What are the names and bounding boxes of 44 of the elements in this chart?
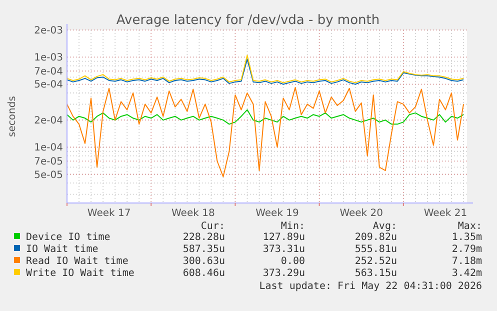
line-series: [66, 58, 464, 85]
text: 300.63u: [182, 256, 225, 267]
x-tick-label: Week 18: [172, 208, 215, 219]
text: 209.82u: [354, 232, 397, 243]
text: 555.81u: [354, 244, 397, 255]
text: 2.79m: [452, 244, 482, 255]
text: 373.31u: [262, 244, 305, 255]
line-series: [66, 54, 464, 84]
y-tick-label: 5e-04: [34, 80, 63, 91]
y-tick-label: 1e-04: [34, 142, 63, 154]
legend-label: Write IO Wait time: [26, 268, 134, 279]
x-tick-label: Week 21: [424, 208, 468, 219]
y-tick-label: 2e-04: [34, 116, 63, 127]
line-series: [66, 109, 464, 125]
x-tick-label: Week 19: [256, 208, 299, 219]
y-tick-label: 7e-04: [34, 66, 63, 78]
text: 373.29u: [262, 268, 305, 279]
text: 608.46u: [182, 268, 225, 279]
y-tick-label: 2e-03: [34, 26, 63, 36]
text: Last update: Fri May 22 04:31:00 2026: [259, 281, 482, 292]
text: 587.35u: [182, 244, 225, 255]
text: 252.52u: [354, 256, 397, 267]
text: 7.18m: [452, 256, 482, 267]
y-tick-label: 1e-03: [34, 52, 63, 64]
text: 563.15u: [354, 268, 397, 279]
text: Max:: [458, 221, 482, 232]
legend-label: Read IO Wait time: [26, 256, 128, 267]
text: 3.42m: [452, 268, 482, 279]
legend-label: Device IO time: [26, 232, 110, 243]
y-axis-title: seconds: [7, 96, 18, 137]
text: 127.89u: [262, 232, 305, 243]
text: Cur:: [200, 221, 225, 232]
chart-title: Average latency for /dev/vda - by month: [116, 13, 380, 28]
legend-label: IO Wait time: [26, 244, 98, 255]
y-tick-label: 5e-05: [34, 170, 63, 181]
text: 0.00: [280, 256, 305, 267]
text: Avg:: [372, 221, 397, 232]
line-series: [66, 86, 464, 178]
x-tick-label: Week 17: [87, 208, 131, 219]
y-tick-label: 7e-05: [34, 156, 63, 168]
text: 1.35m: [452, 232, 482, 243]
text: Min:: [280, 221, 305, 232]
text: 228.28u: [182, 232, 225, 243]
x-tick-label: Week 20: [340, 208, 384, 219]
